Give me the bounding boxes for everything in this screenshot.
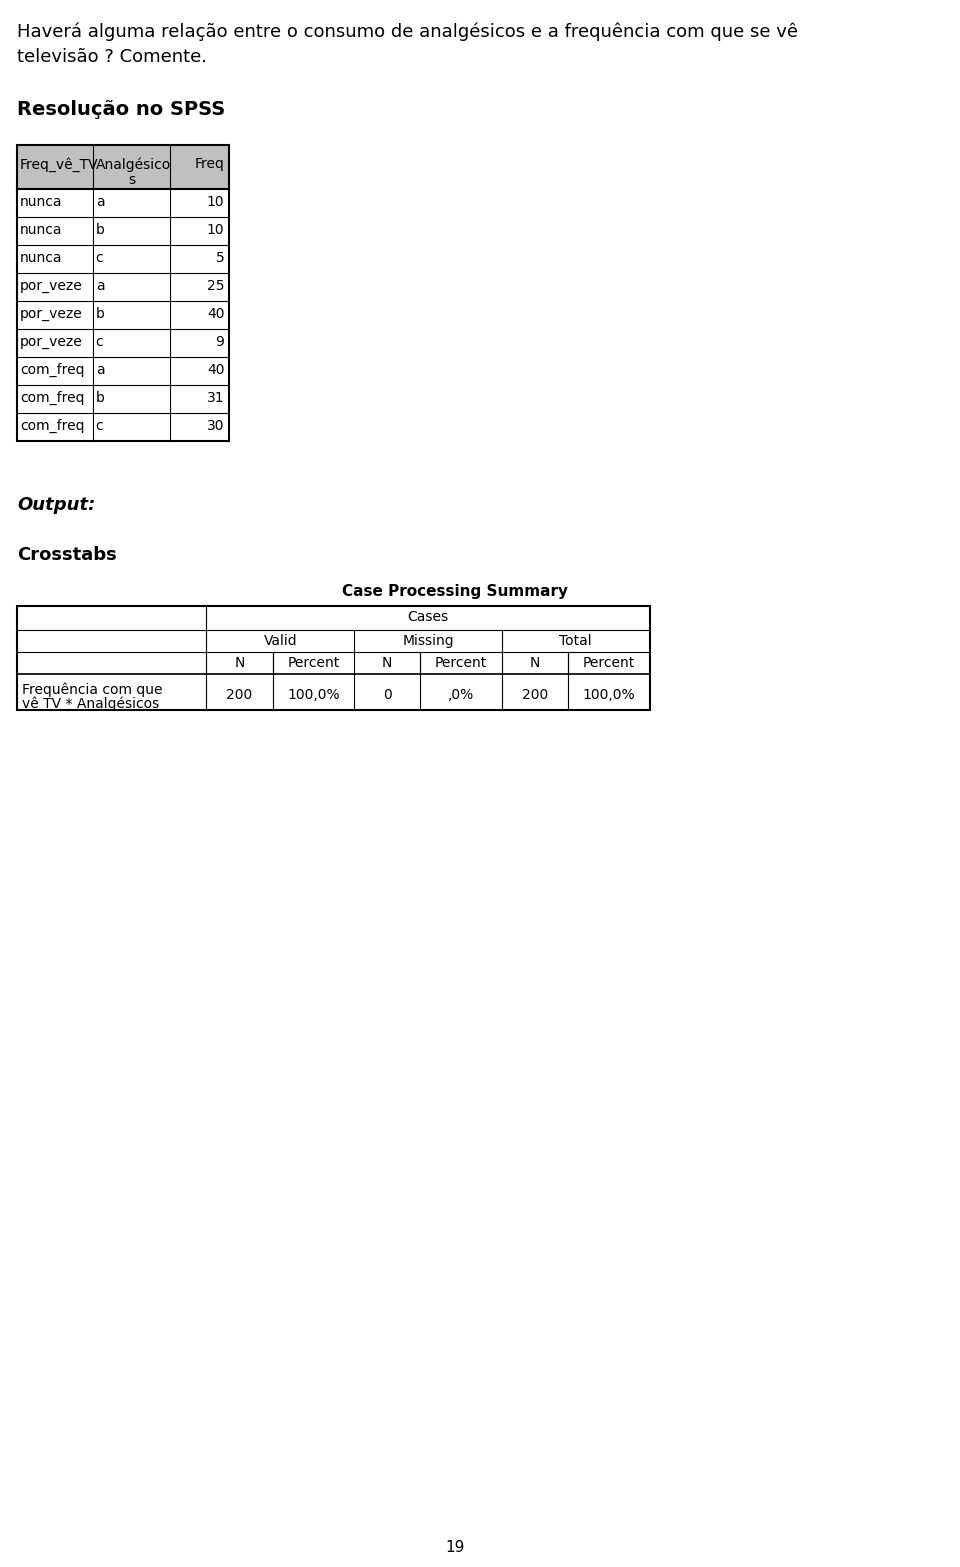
Text: 9: 9 [216,335,225,349]
Text: 0: 0 [383,688,392,702]
Text: vê TV * Analgésicos: vê TV * Analgésicos [22,696,159,710]
Text: N: N [234,657,245,671]
Text: Freq: Freq [195,157,225,171]
Text: 10: 10 [206,194,225,208]
Text: por_veze: por_veze [20,307,83,321]
Text: a: a [96,279,105,293]
Text: c: c [96,335,104,349]
Bar [17,146,93,190]
Text: 25: 25 [207,279,225,293]
Text: b: b [96,223,105,237]
Text: Resolução no SPSS: Resolução no SPSS [17,100,226,119]
Text: a: a [96,194,105,208]
Text: Valid: Valid [263,635,297,649]
Text: 30: 30 [207,418,225,432]
Text: Missing: Missing [402,635,454,649]
Text: 40: 40 [207,307,225,321]
Text: Crosstabs: Crosstabs [17,545,117,564]
Text: N: N [382,657,393,671]
Bar [93,146,171,190]
Text: por_veze: por_veze [20,335,83,349]
Text: Haverá alguma relação entre o consumo de analgésicos e a frequência com que se v: Haverá alguma relação entre o consumo de… [17,22,798,41]
Text: 10: 10 [206,223,225,237]
Text: Output:: Output: [17,497,95,514]
Text: 100,0%: 100,0% [287,688,340,702]
Text: b: b [96,307,105,321]
Text: Percent: Percent [435,657,488,671]
Text: Total: Total [560,635,592,649]
Text: N: N [530,657,540,671]
Text: por_veze: por_veze [20,279,83,293]
Text: com_freq: com_freq [20,364,84,378]
Text: c: c [96,251,104,265]
Text: nunca: nunca [20,194,62,208]
Text: nunca: nunca [20,223,62,237]
Text: Case Processing Summary: Case Processing Summary [342,584,567,599]
Bar [17,146,229,440]
Text: a: a [96,364,105,378]
Text: Analgésico: Analgésico [96,157,171,171]
Text: nunca: nunca [20,251,62,265]
Text: c: c [96,418,104,432]
Text: 100,0%: 100,0% [583,688,636,702]
Text: 40: 40 [207,364,225,378]
Text: televisão ? Comente.: televisão ? Comente. [17,49,207,66]
Text: Percent: Percent [287,657,340,671]
Text: Cases: Cases [407,610,448,624]
Text: Percent: Percent [583,657,635,671]
Text: 31: 31 [206,392,225,404]
Bar [171,146,229,190]
Text: Frequência com que: Frequência com que [22,682,162,696]
Text: b: b [96,392,105,404]
Text: ,0%: ,0% [448,688,474,702]
Text: com_freq: com_freq [20,418,84,432]
Text: Freq_vê_TV: Freq_vê_TV [20,157,99,172]
Text: s: s [128,172,135,186]
Text: 5: 5 [216,251,225,265]
Text: 19: 19 [444,1540,465,1554]
Text: 200: 200 [522,688,548,702]
Text: 200: 200 [227,688,252,702]
Text: com_freq: com_freq [20,392,84,406]
Bar [17,606,650,710]
